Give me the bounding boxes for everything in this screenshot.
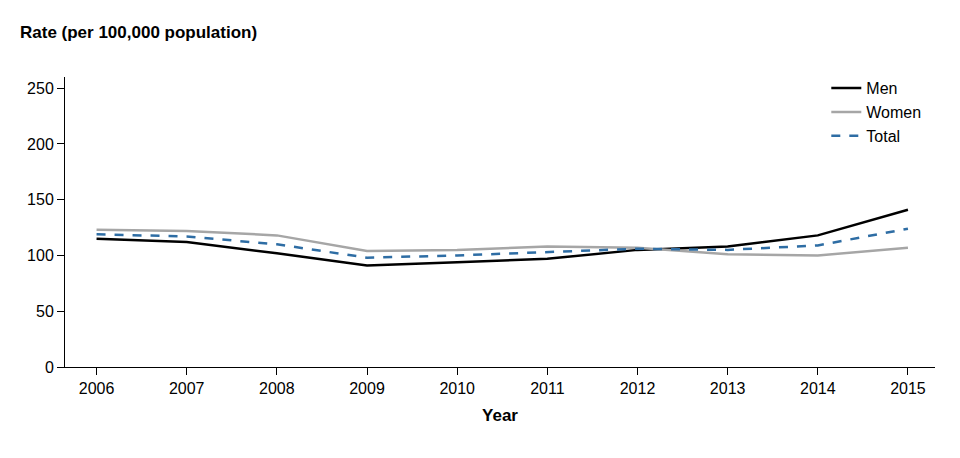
svg-text:2010: 2010	[439, 380, 475, 397]
svg-text:0: 0	[45, 359, 54, 376]
svg-text:2006: 2006	[79, 380, 115, 397]
svg-text:2013: 2013	[710, 380, 746, 397]
svg-text:2011: 2011	[530, 380, 565, 397]
svg-text:250: 250	[27, 80, 54, 97]
svg-text:50: 50	[36, 303, 54, 320]
svg-text:2012: 2012	[620, 380, 656, 397]
svg-text:Men: Men	[866, 80, 897, 97]
svg-text:2009: 2009	[349, 380, 385, 397]
svg-text:2014: 2014	[800, 380, 836, 397]
svg-text:150: 150	[27, 191, 54, 208]
svg-text:200: 200	[27, 136, 54, 153]
svg-text:Year: Year	[482, 406, 518, 425]
svg-text:Total: Total	[866, 128, 900, 145]
svg-text:2007: 2007	[169, 380, 205, 397]
svg-text:2008: 2008	[259, 380, 295, 397]
svg-text:Rate (per 100,000 population): Rate (per 100,000 population)	[20, 23, 257, 42]
svg-text:100: 100	[27, 247, 54, 264]
svg-text:2015: 2015	[890, 380, 926, 397]
svg-text:Women: Women	[866, 104, 921, 121]
